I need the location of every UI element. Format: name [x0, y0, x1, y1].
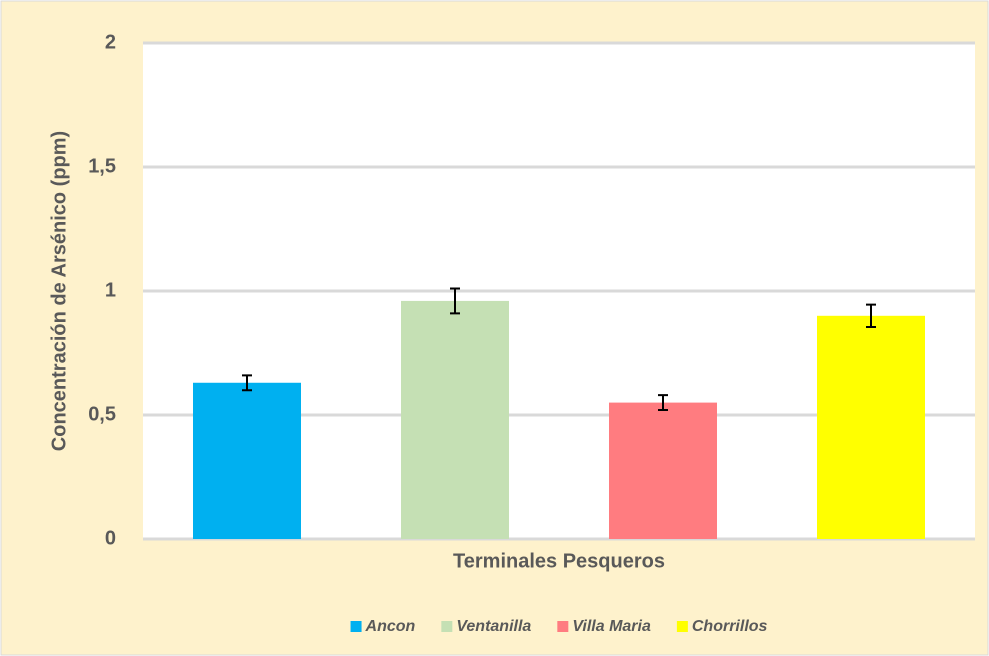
y-tick-label: 1,5 [88, 155, 116, 177]
y-tick-label: 2 [105, 31, 116, 53]
error-bar [450, 287, 460, 315]
x-axis-label: Terminales Pesqueros [453, 550, 665, 572]
legend-label: Villa Maria [572, 618, 651, 635]
error-bar [658, 394, 668, 412]
bar [401, 300, 509, 539]
y-axis-label: Concentración de Arsénico (ppm) [48, 131, 70, 451]
error-bar [242, 374, 252, 392]
error-bar [866, 303, 876, 328]
legend-label: Ventanilla [456, 618, 531, 635]
legend-swatch [676, 621, 688, 632]
legend-label: Chorrillos [692, 618, 768, 635]
y-tick-label: 0,5 [88, 403, 116, 425]
legend-swatch [350, 621, 362, 632]
legend-swatch [557, 621, 569, 632]
bar [817, 315, 925, 539]
legend-label: Ancon [365, 618, 416, 635]
bar [193, 382, 301, 539]
bar [609, 402, 717, 539]
y-tick-label: 0 [105, 527, 116, 549]
y-tick-label: 1 [105, 279, 116, 301]
legend-swatch [441, 621, 453, 632]
